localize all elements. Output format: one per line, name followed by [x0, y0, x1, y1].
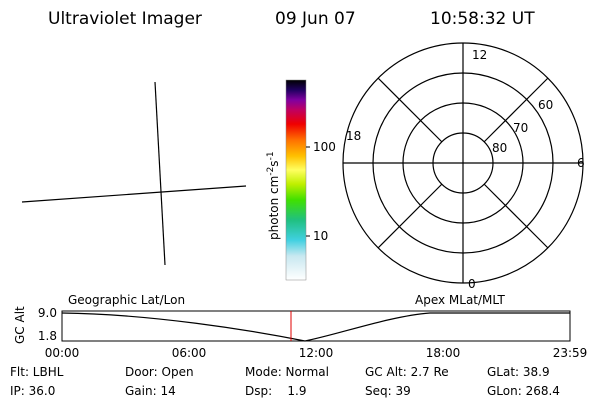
info-field: GLon: 268.4: [487, 384, 560, 398]
polar-label: 60: [538, 98, 553, 112]
orbit-frame: [61, 310, 571, 342]
instrument: Ultraviolet Imager: [48, 9, 202, 29]
orbit-x-tick: 12:00: [299, 346, 334, 360]
orbit-x-tick: 23:59: [553, 346, 588, 360]
polar-label: 70: [513, 121, 528, 135]
info-field: Seq: 39: [365, 384, 411, 398]
colorbar-tick-label: 10: [313, 229, 328, 243]
polar-label: 6: [577, 156, 585, 170]
polar-label: 18: [346, 129, 361, 143]
orbit-x-tick: 18:00: [426, 346, 461, 360]
polar-label: 12: [472, 48, 487, 62]
info-field: GC Alt: 2.7 Re: [365, 365, 449, 379]
time: 10:58:32 UT: [430, 9, 535, 29]
geo-grid: [21, 81, 247, 266]
date: 09 Jun 07: [275, 9, 356, 29]
info-field: GLat: 38.9: [487, 365, 550, 379]
colorbar-tick-label: 100: [313, 140, 336, 154]
info-field: Gain: 14: [125, 384, 176, 398]
colorbar: [285, 79, 307, 281]
orbit-y-tick: 1.8: [38, 329, 57, 343]
orbit-y-tick: 9.0: [38, 306, 57, 320]
orbit-x-tick: 00:00: [45, 346, 80, 360]
polar-label: 80: [492, 141, 507, 155]
orbit-curve: [61, 312, 570, 342]
orbit-y-label: GC Alt: [13, 306, 27, 344]
colorbar-unit: photon cm-2s-1: [266, 151, 281, 240]
orbit-x-tick: 06:00: [172, 346, 207, 360]
polar-grid: [342, 42, 584, 284]
orbit-title-right: Apex MLat/MLT: [415, 293, 505, 307]
polar-label: 0: [468, 277, 476, 291]
info-field: Mode: Normal: [245, 365, 329, 379]
info-field: Dsp: 1.9: [245, 384, 307, 398]
info-field: Door: Open: [125, 365, 194, 379]
info-field: Flt: LBHL: [10, 365, 64, 379]
orbit-title-left: Geographic Lat/Lon: [68, 293, 185, 307]
info-field: IP: 36.0: [10, 384, 55, 398]
